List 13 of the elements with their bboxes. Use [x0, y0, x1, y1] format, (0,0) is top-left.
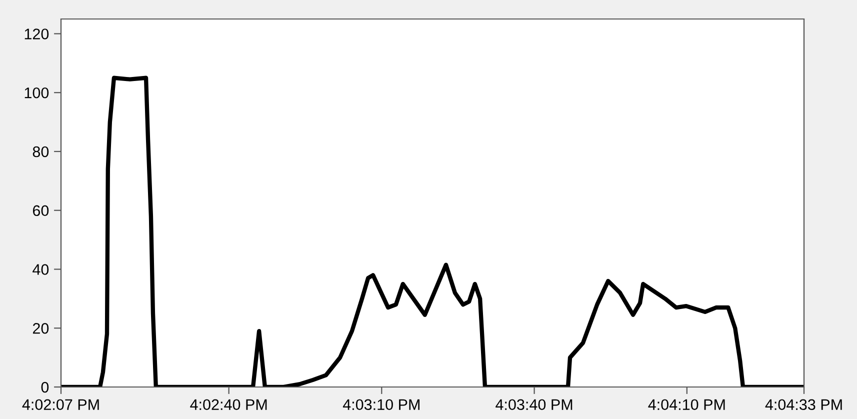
x-tick-label: 4:04:10 PM — [648, 399, 725, 410]
y-tick-label: 0 — [41, 382, 49, 393]
y-tick-label: 120 — [24, 28, 49, 40]
x-tick-label: 4:03:10 PM — [342, 399, 420, 410]
y-tick-label: 60 — [32, 205, 49, 216]
x-tick-label: 4:03:40 PM — [496, 399, 572, 410]
x-tick-label: 4:02:07 PM — [22, 399, 99, 410]
y-tick-label: 100 — [24, 87, 49, 98]
x-tick-label: 4:02:40 PM — [190, 399, 267, 410]
x-tick-label: 4:04:33 PM — [765, 399, 842, 410]
y-tick-label: 40 — [32, 264, 49, 275]
y-tick-label: 80 — [32, 146, 49, 158]
y-tick-label: 20 — [32, 322, 49, 334]
